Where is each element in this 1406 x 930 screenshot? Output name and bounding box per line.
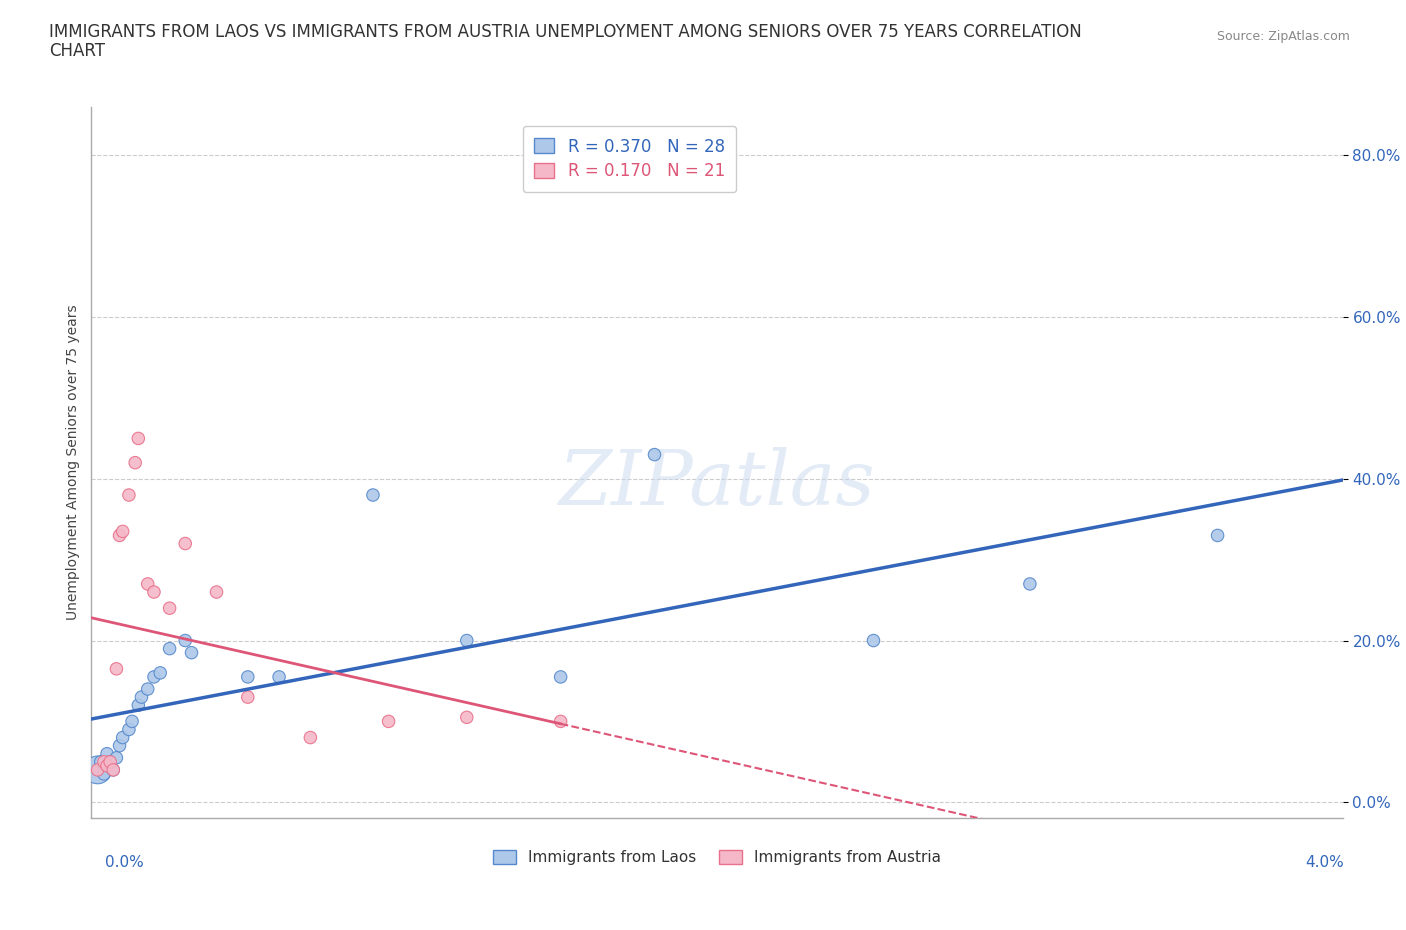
Point (96, 758, 118, 773)
Point (105, 751, 128, 765)
Point (108, 738, 131, 753)
Point (550, 714, 572, 729)
Point (127, 431, 149, 445)
Point (643, 447, 665, 462)
Point (149, 666, 172, 681)
Point (205, 585, 228, 600)
Text: Source: ZipAtlas.com: Source: ZipAtlas.com (1216, 30, 1350, 43)
Point (93, 754, 115, 769)
Point (1206, 528, 1229, 543)
Y-axis label: Unemployment Among Seniors over 75 years: Unemployment Among Seniors over 75 years (66, 305, 80, 620)
Point (143, 585, 166, 600)
Point (98, 754, 121, 769)
Point (86, 763, 108, 777)
Point (98, 754, 121, 769)
Point (127, 698, 149, 712)
Legend: Immigrants from Laos, Immigrants from Austria: Immigrants from Laos, Immigrants from Au… (486, 844, 948, 871)
Point (105, 661, 128, 676)
Point (299, 730, 322, 745)
Point (118, 487, 141, 502)
Point (267, 670, 290, 684)
Point (236, 670, 259, 684)
Point (862, 633, 884, 648)
Point (136, 577, 159, 591)
Text: IMMIGRANTS FROM LAOS VS IMMIGRANTS FROM AUSTRIA UNEMPLOYMENT AMONG SENIORS OVER : IMMIGRANTS FROM LAOS VS IMMIGRANTS FROM … (49, 23, 1083, 41)
Point (456, 710, 478, 724)
Text: 4.0%: 4.0% (1305, 855, 1344, 870)
Point (550, 670, 572, 684)
Point (1018, 577, 1040, 591)
Point (86, 763, 108, 777)
Point (96, 746, 118, 761)
Point (180, 645, 202, 660)
Point (174, 536, 197, 551)
Point (361, 487, 384, 502)
Point (159, 641, 181, 656)
Point (111, 524, 134, 538)
Text: ZIPatlas: ZIPatlas (558, 447, 876, 521)
Text: CHART: CHART (49, 42, 105, 60)
Point (121, 714, 143, 729)
Point (111, 730, 134, 745)
Point (118, 722, 141, 737)
Point (136, 682, 159, 697)
Text: 0.0%: 0.0% (105, 855, 145, 870)
Point (236, 690, 259, 705)
Point (90, 754, 112, 769)
Point (103, 763, 125, 777)
Point (174, 633, 197, 648)
Point (131, 690, 153, 705)
Point (124, 456, 146, 471)
Point (456, 633, 478, 648)
Point (103, 763, 125, 777)
Point (143, 670, 166, 684)
Point (93, 766, 115, 781)
Point (377, 714, 399, 729)
Point (159, 601, 181, 616)
Point (108, 528, 131, 543)
